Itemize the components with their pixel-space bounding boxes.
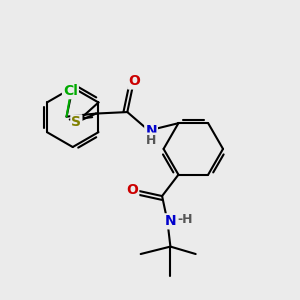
Text: -H: -H	[177, 213, 192, 226]
Text: S: S	[71, 115, 81, 129]
Text: O: O	[126, 183, 138, 197]
Text: N: N	[165, 214, 176, 228]
Text: Cl: Cl	[63, 84, 78, 98]
Text: O: O	[128, 74, 140, 88]
Text: H: H	[146, 134, 156, 146]
Text: N: N	[145, 124, 157, 138]
